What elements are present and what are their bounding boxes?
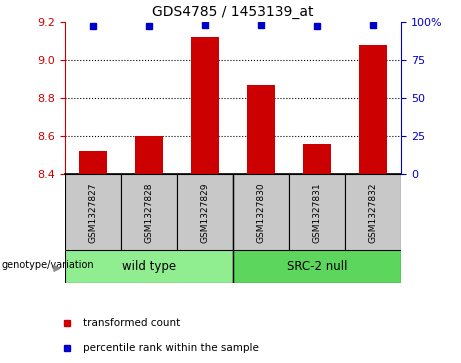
Text: genotype/variation: genotype/variation <box>1 260 94 270</box>
Text: SRC-2 null: SRC-2 null <box>287 260 347 273</box>
Text: GSM1327832: GSM1327832 <box>368 182 378 242</box>
Bar <box>247 85 275 174</box>
Text: GSM1327830: GSM1327830 <box>256 182 266 243</box>
Bar <box>191 37 219 174</box>
FancyBboxPatch shape <box>177 174 233 250</box>
Text: GSM1327831: GSM1327831 <box>313 182 321 243</box>
Bar <box>135 136 163 174</box>
Bar <box>303 144 331 174</box>
Bar <box>78 151 106 174</box>
FancyBboxPatch shape <box>65 250 233 283</box>
Bar <box>359 45 387 174</box>
Text: wild type: wild type <box>122 260 176 273</box>
FancyBboxPatch shape <box>289 174 345 250</box>
Text: GSM1327829: GSM1327829 <box>200 182 209 242</box>
Text: percentile rank within the sample: percentile rank within the sample <box>83 343 259 353</box>
FancyBboxPatch shape <box>345 174 401 250</box>
FancyBboxPatch shape <box>121 174 177 250</box>
FancyBboxPatch shape <box>233 250 401 283</box>
FancyBboxPatch shape <box>233 174 289 250</box>
Text: GSM1327828: GSM1327828 <box>144 182 153 242</box>
Text: transformed count: transformed count <box>83 318 180 328</box>
Title: GDS4785 / 1453139_at: GDS4785 / 1453139_at <box>152 5 313 19</box>
Text: GSM1327827: GSM1327827 <box>88 182 97 242</box>
FancyBboxPatch shape <box>65 174 121 250</box>
